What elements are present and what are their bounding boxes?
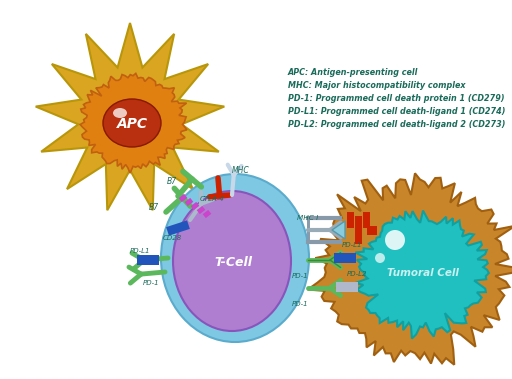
Circle shape (375, 253, 385, 263)
Ellipse shape (173, 191, 291, 331)
Polygon shape (185, 198, 194, 206)
Text: T-Cell: T-Cell (214, 257, 252, 269)
Ellipse shape (161, 174, 309, 342)
Text: PD-L1: Programmed cell death-ligand 1 (CD274): PD-L1: Programmed cell death-ligand 1 (C… (288, 107, 505, 116)
Ellipse shape (113, 108, 127, 118)
Polygon shape (308, 173, 512, 365)
Text: PD-1: PD-1 (292, 273, 309, 279)
Text: PD-1: Programmed cell death protein 1 (CD279): PD-1: Programmed cell death protein 1 (C… (288, 94, 504, 103)
Text: PD-L2: Programmed cell death-ligand 2 (CD273): PD-L2: Programmed cell death-ligand 2 (C… (288, 120, 505, 129)
Polygon shape (137, 255, 159, 265)
Text: MHC: Major histocompatibility complex: MHC: Major histocompatibility complex (288, 81, 465, 90)
Polygon shape (347, 212, 353, 228)
Polygon shape (203, 210, 211, 218)
Polygon shape (336, 282, 358, 292)
Text: PD-L2: PD-L2 (347, 271, 368, 277)
Text: APC: APC (117, 117, 147, 131)
Text: PD-1: PD-1 (292, 301, 309, 307)
Text: B7: B7 (149, 203, 159, 212)
Polygon shape (190, 202, 199, 210)
Polygon shape (166, 220, 190, 236)
Circle shape (385, 230, 405, 250)
Polygon shape (334, 253, 356, 263)
Text: PD-L1: PD-L1 (130, 248, 151, 254)
Polygon shape (197, 206, 205, 214)
Text: PD-1: PD-1 (143, 280, 160, 286)
Polygon shape (179, 194, 187, 202)
Text: APC: Antigen-presenting cell: APC: Antigen-presenting cell (288, 68, 418, 77)
Ellipse shape (103, 99, 161, 147)
Text: MHC I: MHC I (297, 215, 318, 221)
Text: MHC: MHC (232, 166, 250, 175)
Polygon shape (36, 23, 224, 210)
Polygon shape (80, 74, 187, 173)
Polygon shape (362, 212, 370, 228)
Polygon shape (367, 226, 377, 235)
Text: Tumoral Cell: Tumoral Cell (387, 268, 459, 278)
Text: CTLA-4: CTLA-4 (200, 196, 225, 202)
Polygon shape (332, 221, 345, 239)
Text: PD-L1: PD-L1 (342, 242, 362, 248)
Text: B7: B7 (167, 177, 177, 186)
Text: CD28: CD28 (162, 235, 182, 241)
Polygon shape (355, 211, 489, 338)
Polygon shape (354, 216, 361, 244)
